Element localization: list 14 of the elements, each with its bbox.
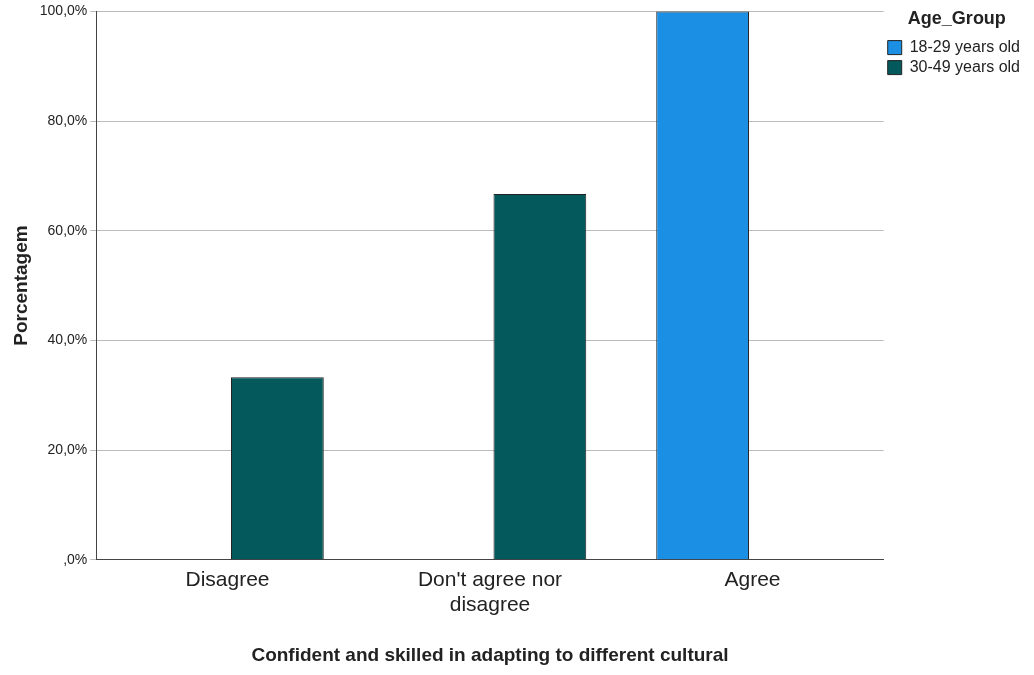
x-tick-label: Agree <box>724 567 781 591</box>
legend-label: 30-49 years old <box>909 58 1021 76</box>
y-tick-label: 100,0% <box>39 2 88 19</box>
y-tick-label: 80,0% <box>47 111 88 128</box>
y-tick-label: 20,0% <box>47 440 88 457</box>
y-tick-label: ,0% <box>63 550 88 567</box>
y-tick-label: 40,0% <box>47 331 88 348</box>
legend-title: Age_Group <box>907 7 1006 28</box>
x-axis-title: Confident and skilled in adapting to different cultural <box>251 643 729 665</box>
y-tick-label: 60,0% <box>47 221 88 238</box>
x-tick-label: Don't agree nor disagree <box>417 567 563 616</box>
legend-label: 18-29 years old <box>909 38 1021 56</box>
y-axis-title: Porcentagem <box>9 225 31 346</box>
x-tick-label: Disagree <box>185 567 270 591</box>
